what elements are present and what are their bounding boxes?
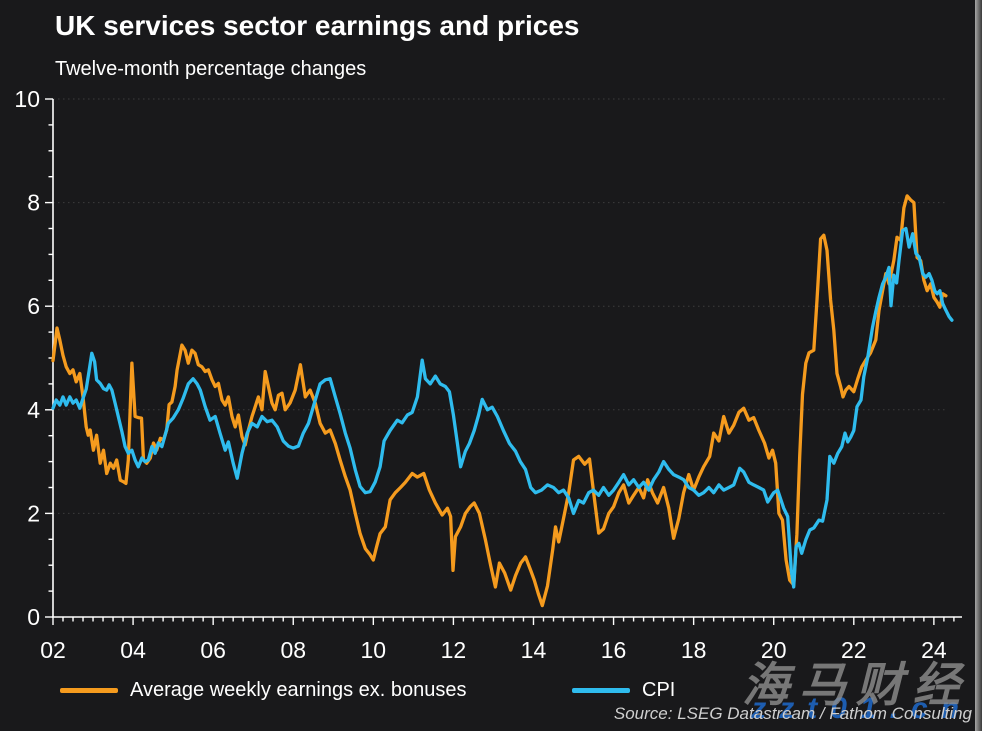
legend-item-cpi: CPI xyxy=(572,678,675,702)
x-tick-label: 04 xyxy=(120,637,146,663)
x-tick-label: 20 xyxy=(761,637,787,663)
watermark-url: zzt01.cn xyxy=(751,692,972,725)
x-tick-label: 24 xyxy=(921,637,947,663)
x-tick-label: 06 xyxy=(200,637,226,663)
x-tick-label: 22 xyxy=(841,637,867,663)
y-tick-label: 0 xyxy=(27,604,40,630)
cpi-series-line xyxy=(51,226,954,589)
cpi-legend-swatch xyxy=(572,687,630,693)
x-tick-label: 10 xyxy=(361,637,387,663)
awe-legend-swatch xyxy=(60,687,118,693)
y-tick-label: 2 xyxy=(27,500,40,526)
x-tick-label: 18 xyxy=(681,637,707,663)
x-tick-label: 08 xyxy=(280,637,306,663)
awe-legend-label: Average weekly earnings ex. bonuses xyxy=(130,678,467,701)
watermark-chinese: 海马财经 xyxy=(742,658,970,711)
legend-item-awe: Average weekly earnings ex. bonuses xyxy=(60,678,467,702)
x-tick-label: 14 xyxy=(521,637,547,663)
page-subtitle: Twelve-month percentage changes xyxy=(55,58,367,80)
y-tick-label: 4 xyxy=(27,397,40,423)
x-tick-label: 12 xyxy=(441,637,467,663)
awe-series-line xyxy=(51,194,948,608)
page-title: UK services sector earnings and prices xyxy=(55,10,580,41)
cpi-legend-label: CPI xyxy=(642,678,676,701)
y-tick-label: 6 xyxy=(27,293,40,319)
x-tick-label: 16 xyxy=(601,637,627,663)
y-tick-label: 10 xyxy=(14,86,40,112)
window-scrollbar[interactable] xyxy=(975,0,982,731)
source-credit: Source: LSEG Datastream / Fathom Consult… xyxy=(613,704,972,723)
y-tick-label: 8 xyxy=(27,190,40,216)
x-tick-label: 02 xyxy=(40,637,66,663)
